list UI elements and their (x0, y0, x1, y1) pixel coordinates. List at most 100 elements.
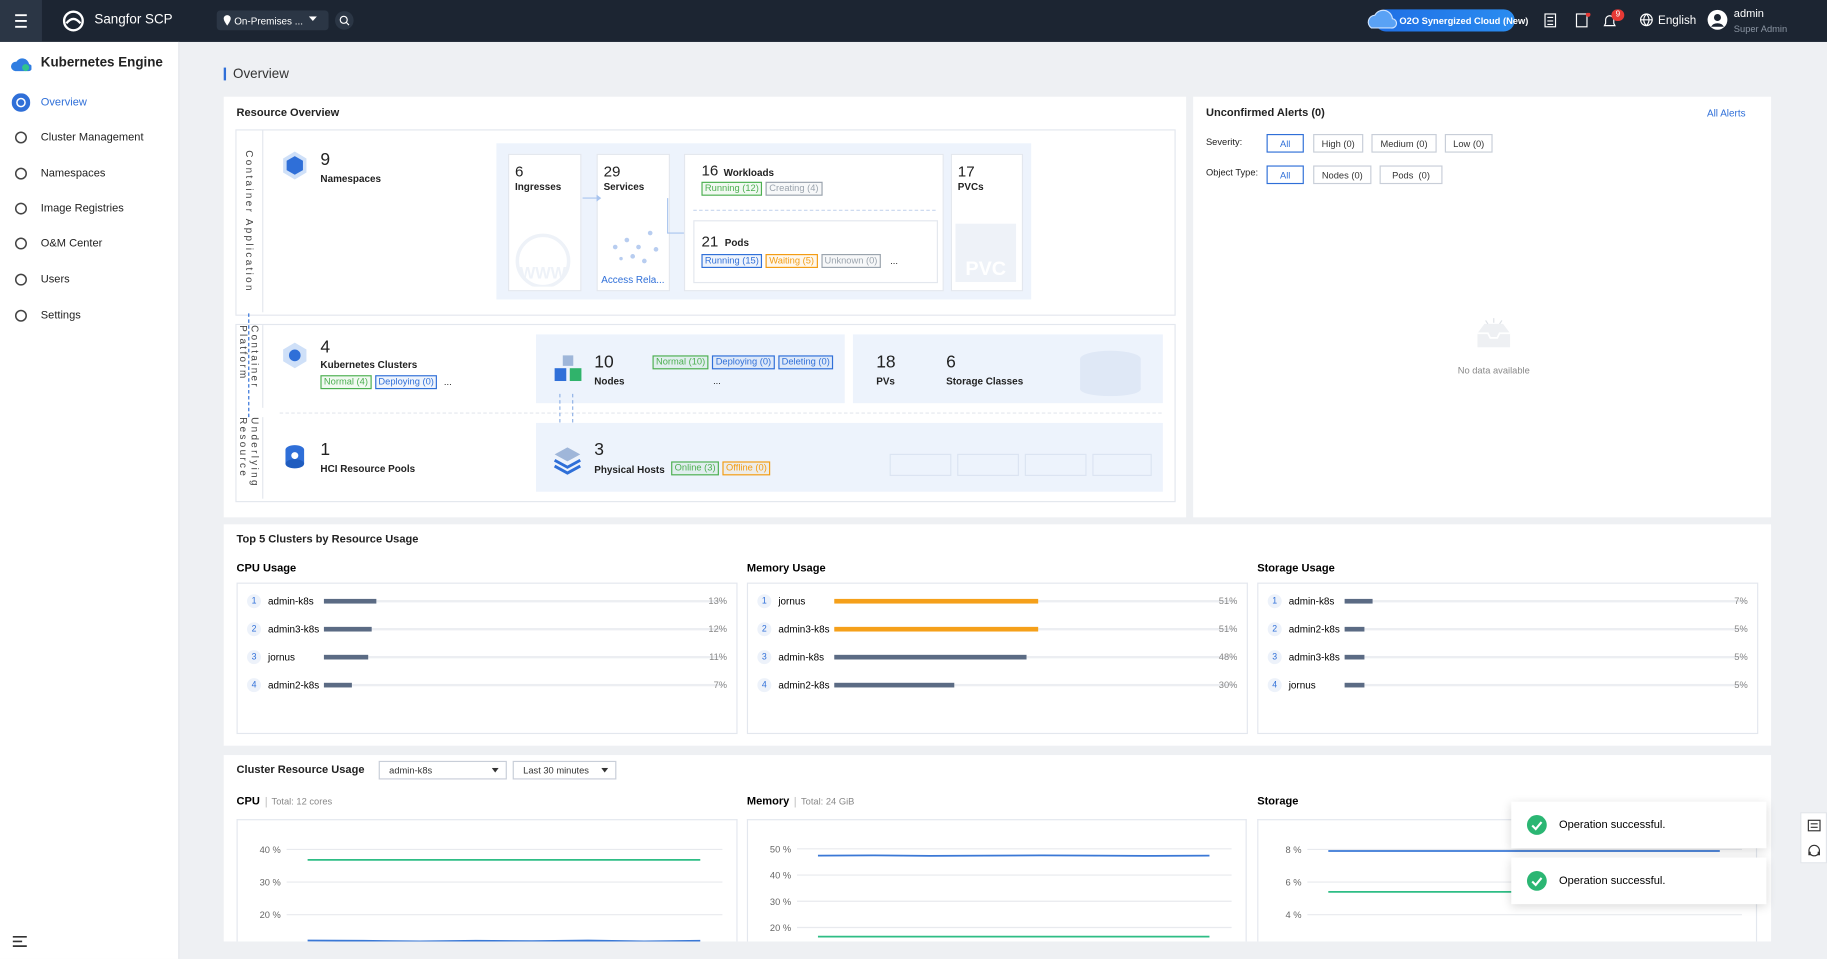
chart-title: CPU (236, 795, 260, 809)
range-select[interactable]: Last 30 minutes (512, 760, 617, 780)
workload-label: Workloads (723, 166, 775, 179)
y-tick-label: 50 % (770, 844, 791, 854)
cluster-icon (283, 342, 307, 369)
float-tools[interactable] (1800, 812, 1827, 864)
all-alerts-link[interactable]: All Alerts (1706, 107, 1746, 119)
nav-item[interactable]: Overview (0, 86, 178, 119)
nav-icon-shape (16, 97, 26, 108)
rank-badge: 3 (757, 650, 772, 665)
usage-track (323, 628, 725, 631)
host-icon (553, 447, 581, 475)
pvc-count: 17 (957, 162, 975, 181)
menu-button[interactable] (0, 0, 42, 42)
nav-item[interactable]: Settings (0, 299, 178, 332)
usage-label: 51% (1218, 623, 1238, 635)
nav-item[interactable]: Users (0, 263, 178, 296)
chart-title: Storage (1257, 795, 1299, 809)
filter-button[interactable]: Medium (0) (1371, 133, 1437, 153)
usage-track (1344, 600, 1746, 603)
usage-label: 7% (713, 679, 728, 691)
nav-label: Users (40, 272, 70, 286)
usage-label: 30% (1218, 679, 1238, 691)
cluster-name: admin2-k8s (1288, 623, 1340, 636)
storage-watermark (1080, 350, 1141, 397)
nav-item[interactable]: O&M Center (0, 227, 178, 260)
rank-badge: 1 (757, 594, 772, 609)
language[interactable]: English (1658, 13, 1697, 27)
workload-statuses: Running (12) Creating (4) (701, 181, 825, 196)
header-icons[interactable] (1544, 12, 1621, 32)
pod-count: 21 (701, 232, 719, 250)
filter-button[interactable]: All (1266, 133, 1304, 153)
toast-icon-bg (1526, 815, 1547, 835)
location-icons (223, 15, 231, 26)
nav-item[interactable]: Namespaces (0, 157, 178, 190)
usage-bar (834, 598, 1039, 604)
pod-connector (693, 209, 936, 211)
status-tag: Deploying (0) (374, 375, 438, 390)
toast-text: Operation successful. (1559, 818, 1666, 832)
host-area[interactable] (535, 422, 1163, 492)
chart-box: 20 % 30 % 40 % (236, 819, 738, 942)
y-tick-label: 8 % (1285, 845, 1301, 855)
nav-icon-shape (14, 273, 27, 286)
status-tag: Deploying (0) (712, 355, 775, 370)
status-tag: Waiting (5) (765, 254, 818, 268)
engine-icon (11, 58, 32, 72)
status-tag: Deleting (0) (778, 355, 834, 370)
namespace-count: 9 (320, 149, 331, 170)
filter-button[interactable]: High (0) (1313, 133, 1364, 153)
usage-label: 51% (1218, 595, 1238, 607)
ingress-count: 6 (515, 162, 524, 181)
service-card[interactable] (596, 153, 670, 292)
nav-icon (14, 131, 27, 144)
y-tick-label: 30 % (770, 897, 791, 907)
usage-label: 5% (1734, 651, 1748, 663)
nav-label: Image Registries (40, 202, 124, 215)
nav-item[interactable]: Cluster Management (0, 122, 178, 155)
line-chart: 20 % 30 % 40 % (260, 845, 723, 942)
usage-track (1344, 628, 1746, 631)
rank-badge: 4 (1267, 678, 1282, 693)
filter-button[interactable]: Nodes (0) (1313, 165, 1372, 185)
notification-badge: 9 (1611, 9, 1625, 21)
sidebar: Kubernetes Engine Overview Cluster Manage… (0, 41, 180, 959)
hci-label: HCI Resource Pools (320, 462, 416, 475)
search-button[interactable] (334, 10, 354, 30)
node-count: 10 (594, 352, 614, 373)
host-label: Physical Hosts (594, 463, 665, 476)
location-select[interactable] (216, 10, 329, 31)
service-label: Services (603, 180, 645, 193)
group-title: Memory Usage (746, 562, 826, 576)
nav-item[interactable]: Image Registries (0, 192, 178, 225)
nav-icon (14, 273, 27, 286)
flow-arrows (582, 194, 696, 237)
divider (279, 412, 1162, 414)
avatar[interactable] (1707, 9, 1728, 30)
toast-check (1531, 877, 1543, 887)
cluster-statuses: Normal (4) Deploying (0) (320, 375, 440, 390)
cluster-name: jornus (1288, 679, 1316, 691)
rank-badge: 2 (247, 622, 262, 637)
nav-icon-shape (14, 202, 27, 215)
cluster-name: jornus (267, 651, 295, 663)
cloud-badge[interactable] (1374, 9, 1515, 32)
globe-icon (1639, 13, 1653, 27)
collapse-icon[interactable] (12, 934, 28, 948)
access-link[interactable]: Access Rela... (601, 273, 665, 286)
usage-label: 7% (1734, 595, 1748, 607)
chart-total: Total: 12 cores (271, 796, 333, 807)
filter-button[interactable]: Pods (0) (1379, 165, 1443, 185)
rank-badge: 4 (757, 678, 772, 693)
filter-button[interactable]: All (1266, 165, 1304, 185)
cluster-select[interactable]: admin-k8s (378, 760, 507, 780)
namespace-label: Namespaces (320, 172, 381, 185)
storage-class-label: Storage Classes (946, 375, 1024, 387)
pod-card[interactable] (693, 220, 938, 284)
service-dots (612, 230, 659, 264)
usage-box: 1 jornus 51% 2 admin3-k8s 51% 3 admin-k8s 48% 4 ad… (746, 582, 1248, 735)
usage-bar (1344, 682, 1365, 688)
pvc-watermark: PVC (955, 223, 1017, 282)
pod-label: Pods (724, 236, 749, 249)
filter-button[interactable]: Low (0) (1444, 133, 1493, 153)
